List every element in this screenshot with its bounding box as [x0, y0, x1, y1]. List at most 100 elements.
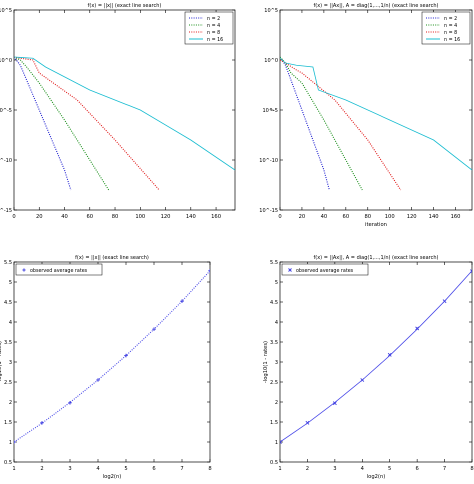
legend-item: n = 16 [426, 37, 460, 43]
x-tick-label: 8 [470, 466, 473, 472]
series-line [280, 270, 472, 443]
marker-stroke [280, 441, 282, 444]
y-tick-label: 10^-15 [259, 208, 278, 214]
y-tick-label: 10^-10 [259, 158, 278, 164]
legend-item: n = 4 [426, 23, 457, 29]
data-point [124, 353, 128, 358]
legend-label: n = 2 [444, 16, 457, 22]
y-tick-label: 1 [9, 440, 12, 446]
legend-label: n = 2 [207, 16, 220, 22]
y-tick-label: 1.5 [4, 420, 12, 426]
y-tick-label: 3.5 [4, 340, 12, 346]
legend-item: n = 2 [189, 16, 220, 22]
data-point [332, 401, 337, 406]
marker-stroke [387, 352, 392, 357]
legend-item: n = 4 [189, 23, 220, 29]
x-tick-label: 5 [388, 466, 391, 472]
x-tick-label: 6 [415, 466, 418, 472]
x-axis-label: log2(n) [367, 474, 386, 480]
y-tick-label: 10^-5 [0, 108, 12, 114]
x-tick-label: 60 [343, 214, 350, 220]
y-tick-label: 10^5 [264, 8, 278, 14]
y-axis-label: -log10(1 - rates) [0, 341, 3, 383]
legend-label: n = 8 [207, 30, 220, 36]
y-tick-label: 10^-5 [262, 108, 278, 114]
legend-label: observed average rates [296, 268, 354, 274]
marker-stroke [332, 401, 337, 406]
legend-label: n = 4 [444, 23, 457, 29]
y-tick-label: 10^-10 [0, 158, 12, 164]
x-tick-label: 40 [61, 214, 68, 220]
y-tick-label: 5.5 [270, 260, 278, 266]
legend-item: n = 2 [426, 16, 457, 22]
x-tick-label: 40 [321, 214, 328, 220]
y-tick-label: 10^0 [264, 58, 278, 64]
y-tick-label: 3 [9, 360, 12, 366]
series-line [14, 56, 110, 191]
y-tick-label: 10^5 [0, 8, 12, 14]
x-tick-label: 3 [333, 466, 336, 472]
x-axis-label: log2(n) [103, 474, 122, 480]
marker-stroke [470, 269, 472, 272]
y-tick-label: 1.5 [270, 420, 278, 426]
y-tick-label: 5 [275, 280, 278, 286]
legend: observed average rates [15, 263, 103, 276]
series-line [14, 56, 235, 171]
x-tick-label: 2 [40, 466, 43, 472]
data-point [387, 352, 392, 357]
legend: n = 2n = 4n = 8n = 16 [184, 11, 234, 45]
x-tick-label: 0 [12, 214, 15, 220]
data-point [415, 326, 420, 331]
x-tick-label: 120 [161, 214, 171, 220]
x-tick-label: 80 [364, 214, 371, 220]
y-tick-label: 2.5 [4, 380, 12, 386]
series-line [280, 57, 472, 171]
y-tick-label: 10^0 [0, 58, 12, 64]
y-tick-label: 5.5 [4, 260, 12, 266]
data-point [180, 299, 184, 303]
series-group [14, 56, 235, 191]
x-tick-label: 5 [124, 466, 127, 472]
legend-item: n = 8 [189, 30, 220, 36]
series-line [280, 56, 330, 191]
y-tick-label: 2 [275, 400, 278, 406]
x-tick-label: 7 [180, 466, 183, 472]
data-point [208, 269, 210, 273]
x-tick-label: 60 [86, 214, 93, 220]
x-tick-label: 120 [407, 214, 417, 220]
x-tick-label: 7 [443, 466, 446, 472]
legend-label: n = 16 [444, 37, 460, 43]
y-tick-label: 2 [9, 400, 12, 406]
series-group [280, 269, 472, 444]
chart-1: f(x) = ||x|| (exact line search) 0 20 40 60 8… [0, 3, 236, 220]
x-tick-label: 1 [12, 466, 15, 472]
x-tick-label: 0 [278, 214, 281, 220]
x-tick-label: 8 [208, 466, 211, 472]
y-tick-label: 0.5 [4, 460, 12, 466]
chart-title: f(x) = ||Ax||, A = diag(1,...,1/n) (exac… [314, 255, 439, 261]
chart-3: f(x) = ||x|| (exact line search) 1 2 3 4 5 6 7 8… [0, 255, 212, 480]
y-tick-label: 10^-15 [0, 208, 12, 214]
y-tick-label: 4.5 [270, 300, 278, 306]
x-tick-label: 6 [152, 466, 155, 472]
x-tick-label: 4 [361, 466, 365, 472]
y-tick-label: 1 [275, 440, 278, 446]
plot-frame [279, 261, 473, 463]
x-tick-label: 140 [186, 214, 196, 220]
legend: observed average rates [281, 263, 369, 276]
legend-label: n = 16 [207, 37, 223, 43]
data-point [14, 440, 16, 444]
legend-box [15, 263, 103, 276]
x-tick-label: 4 [96, 466, 100, 472]
x-tick-label: 100 [135, 214, 145, 220]
y-axis-label: f [270, 109, 276, 111]
x-tick-label: 160 [451, 214, 461, 220]
series-line [14, 270, 210, 443]
x-tick-label: 140 [429, 214, 439, 220]
x-tick-label: 2 [306, 466, 309, 472]
legend-label: n = 8 [444, 30, 457, 36]
legend-swatch [288, 268, 292, 272]
legend-item: n = 8 [426, 30, 457, 36]
y-tick-label: 3 [275, 360, 278, 366]
